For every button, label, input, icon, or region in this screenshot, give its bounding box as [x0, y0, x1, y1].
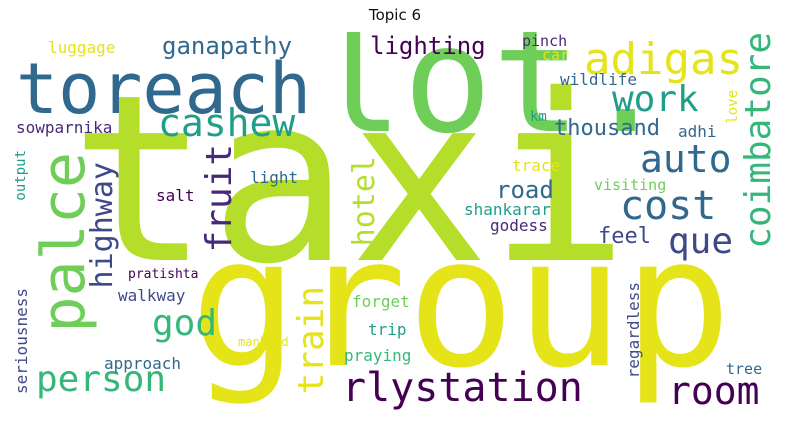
- word-sowparnika: sowparnika: [16, 118, 113, 137]
- word-approach: approach: [104, 354, 182, 373]
- word-trip: trip: [368, 320, 407, 339]
- word-mankind: mankind: [238, 335, 289, 349]
- word-ganapathy: ganapathy: [162, 32, 293, 60]
- word-toreach: toreach: [16, 48, 312, 130]
- word-visiting: visiting: [594, 176, 667, 194]
- word-salt: salt: [156, 186, 195, 205]
- word-pratishta: pratishta: [128, 267, 199, 282]
- word-light: light: [250, 168, 299, 187]
- word-god: god: [152, 303, 218, 344]
- word-coimbatore: coimbatore: [738, 32, 776, 249]
- word-auto: auto: [640, 137, 732, 181]
- word-godess: godess: [490, 216, 548, 235]
- word-seriousness: seriousness: [14, 288, 31, 394]
- word-cloud: taxi group lot. toreach palce adigas wor…: [14, 32, 776, 413]
- word-shankarar: shankarar: [464, 200, 551, 219]
- word-hotel: hotel: [347, 156, 382, 247]
- word-lighting: lighting: [370, 32, 486, 60]
- word-fruit: fruit: [199, 144, 240, 253]
- word-forget: forget: [352, 292, 410, 311]
- word-person: person: [36, 359, 167, 400]
- word-luggage: luggage: [48, 38, 116, 57]
- word-group: group: [190, 199, 732, 408]
- word-walkway: walkway: [118, 286, 186, 305]
- word-trace: trace: [512, 156, 561, 175]
- word-road: road: [496, 176, 554, 204]
- word-pinch: pinch: [522, 32, 568, 50]
- word-thousand: thousand: [554, 116, 660, 141]
- word-cost: cost: [620, 183, 717, 229]
- word-taxi: taxi: [70, 45, 629, 315]
- word-output: output: [14, 150, 29, 201]
- word-feel: feel: [598, 224, 651, 249]
- word-que: que: [668, 221, 734, 262]
- word-regardless: regardless: [624, 282, 643, 379]
- word-train: train: [291, 286, 332, 395]
- word-praying: praying: [344, 346, 412, 365]
- word-km: km: [530, 109, 547, 125]
- word-cashew: cashew: [158, 101, 296, 145]
- word-car: car: [542, 46, 570, 64]
- word-adigas: adigas: [584, 34, 743, 85]
- word-room: room: [668, 369, 760, 413]
- word-tree: tree: [726, 360, 763, 378]
- word-highway: highway: [85, 162, 120, 289]
- word-lot: lot.: [314, 32, 671, 166]
- word-love: love: [725, 90, 741, 124]
- chart-title: Topic 6: [368, 6, 422, 24]
- word-rlystation: rlystation: [342, 365, 583, 411]
- word-adhi: adhi: [678, 122, 717, 141]
- word-work: work: [612, 79, 699, 120]
- word-wildlife: wildlife: [560, 70, 638, 89]
